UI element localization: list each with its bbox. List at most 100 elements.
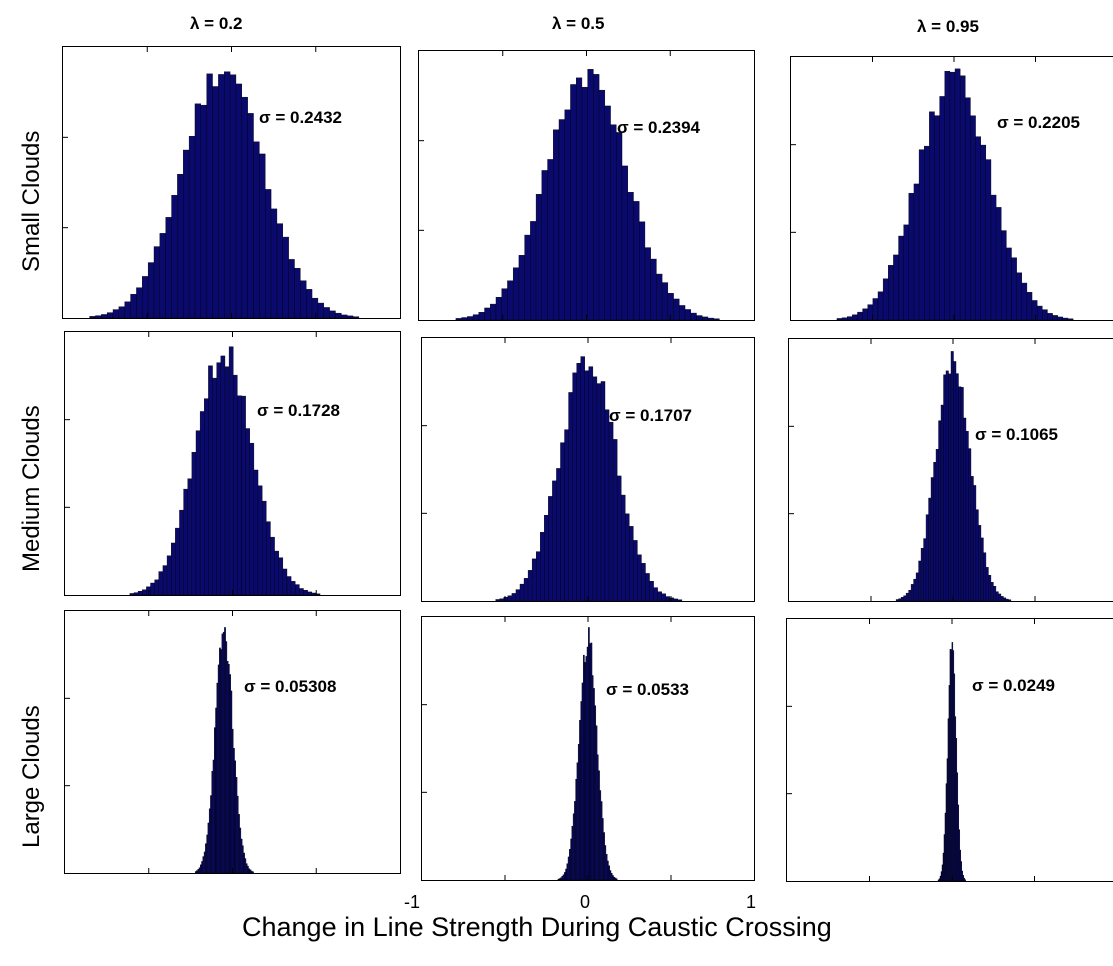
histogram-bar — [503, 597, 509, 601]
histogram-bar — [836, 318, 843, 320]
histogram-bar — [212, 377, 217, 595]
histogram-bar — [568, 392, 573, 601]
histogram-bar — [133, 592, 139, 595]
histogram-bar — [593, 74, 600, 320]
histogram-bar — [980, 144, 987, 320]
histogram-plot — [791, 57, 1074, 320]
histogram-bar — [621, 165, 628, 320]
histogram-bar — [535, 194, 543, 320]
histogram-bar — [547, 159, 554, 320]
histogram-bar — [523, 578, 529, 601]
histogram-panel-large-l095 — [786, 618, 1113, 882]
histogram-bar — [224, 71, 231, 318]
histogram-bar — [200, 104, 207, 318]
histogram-bar — [877, 291, 884, 320]
histogram-bar — [656, 273, 663, 320]
histogram-bar — [194, 103, 202, 318]
histogram-bar — [519, 583, 525, 601]
histogram-bar — [154, 579, 159, 595]
histogram-panel-large-l02 — [64, 610, 401, 874]
histogram-bar — [278, 557, 284, 595]
histogram-bar — [1067, 318, 1074, 320]
histogram-bar — [707, 317, 714, 320]
histogram-bar — [650, 258, 657, 320]
histogram-bar — [299, 588, 304, 595]
histogram-bar — [608, 421, 614, 601]
histogram-bar — [604, 105, 611, 320]
histogram-bar — [915, 572, 919, 601]
histogram-bar — [499, 598, 505, 601]
histogram-bar — [235, 83, 242, 318]
histogram-bar — [929, 111, 935, 320]
histogram-bar — [596, 383, 602, 601]
histogram-bar — [898, 235, 904, 320]
row-label-medium-clouds: Medium Clouds — [18, 405, 45, 572]
histogram-bar — [552, 480, 557, 601]
sigma-label: σ = 0.1065 — [975, 425, 1058, 444]
histogram-bar — [558, 119, 565, 320]
row-label-large-clouds: Large Clouds — [18, 705, 45, 848]
histogram-bar — [518, 255, 525, 320]
histogram-bar — [212, 86, 219, 318]
histogram-bar — [352, 316, 360, 318]
histogram-plot — [787, 619, 1035, 881]
histogram-bar — [918, 560, 922, 601]
histogram-bar — [615, 878, 618, 880]
histogram-bar — [616, 132, 623, 320]
histogram-bar — [241, 395, 246, 595]
histogram-bar — [241, 96, 248, 318]
histogram-bar — [882, 278, 889, 320]
x-tick-label: 1 — [746, 892, 757, 912]
histogram-bar — [644, 247, 651, 320]
histogram-bar — [311, 592, 317, 595]
histogram-bar — [633, 201, 640, 320]
histogram-bar — [669, 597, 675, 601]
histogram-bar — [641, 563, 646, 601]
histogram-bar — [975, 136, 981, 320]
histogram-bar — [965, 431, 969, 601]
histogram-bar — [918, 149, 925, 320]
histogram-bar — [136, 287, 143, 318]
histogram-bar — [960, 387, 964, 601]
histogram-bar — [195, 430, 201, 595]
histogram-bar — [560, 442, 565, 601]
histogram-bar — [294, 268, 301, 318]
histogram-bar — [89, 316, 96, 318]
histogram-bar — [323, 307, 330, 318]
histogram-bar — [1008, 599, 1012, 601]
histogram-bar — [300, 280, 307, 318]
sigma-label: σ = 0.05308 — [244, 677, 337, 696]
histogram-bar — [637, 554, 642, 601]
histogram-bar — [484, 307, 491, 320]
histogram-bar — [253, 141, 260, 318]
histogram-bar — [290, 581, 296, 595]
histogram-bar — [150, 582, 155, 595]
histogram-bar — [183, 149, 190, 318]
sigma-label: σ = 0.0533 — [606, 680, 689, 699]
histogram-bar — [553, 129, 560, 320]
histogram-bar — [1057, 316, 1064, 320]
x-tick-label: -1 — [404, 892, 421, 912]
histogram-bar — [898, 598, 902, 601]
histogram-bar — [233, 374, 238, 595]
histogram-bar — [530, 221, 537, 320]
histogram-bar — [661, 282, 669, 320]
histogram-bar — [645, 573, 650, 601]
histogram-bar — [570, 84, 577, 320]
histogram-bar — [265, 189, 272, 318]
histogram-bar — [544, 515, 549, 601]
histogram-bar — [581, 86, 588, 320]
histogram-bar — [199, 411, 205, 595]
histogram-bar — [925, 514, 929, 601]
histogram-bar — [673, 598, 679, 601]
histogram-bar — [653, 587, 658, 601]
sigma-label: σ = 0.2205 — [997, 113, 1080, 132]
histogram-bar — [638, 221, 646, 320]
histogram-bar — [934, 115, 940, 320]
histogram-bar — [950, 351, 954, 601]
histogram-bar — [511, 593, 517, 601]
histogram-bar — [964, 879, 966, 881]
histogram-bar — [1021, 282, 1028, 320]
histogram-bar — [888, 265, 894, 320]
histogram-bar — [95, 315, 102, 318]
